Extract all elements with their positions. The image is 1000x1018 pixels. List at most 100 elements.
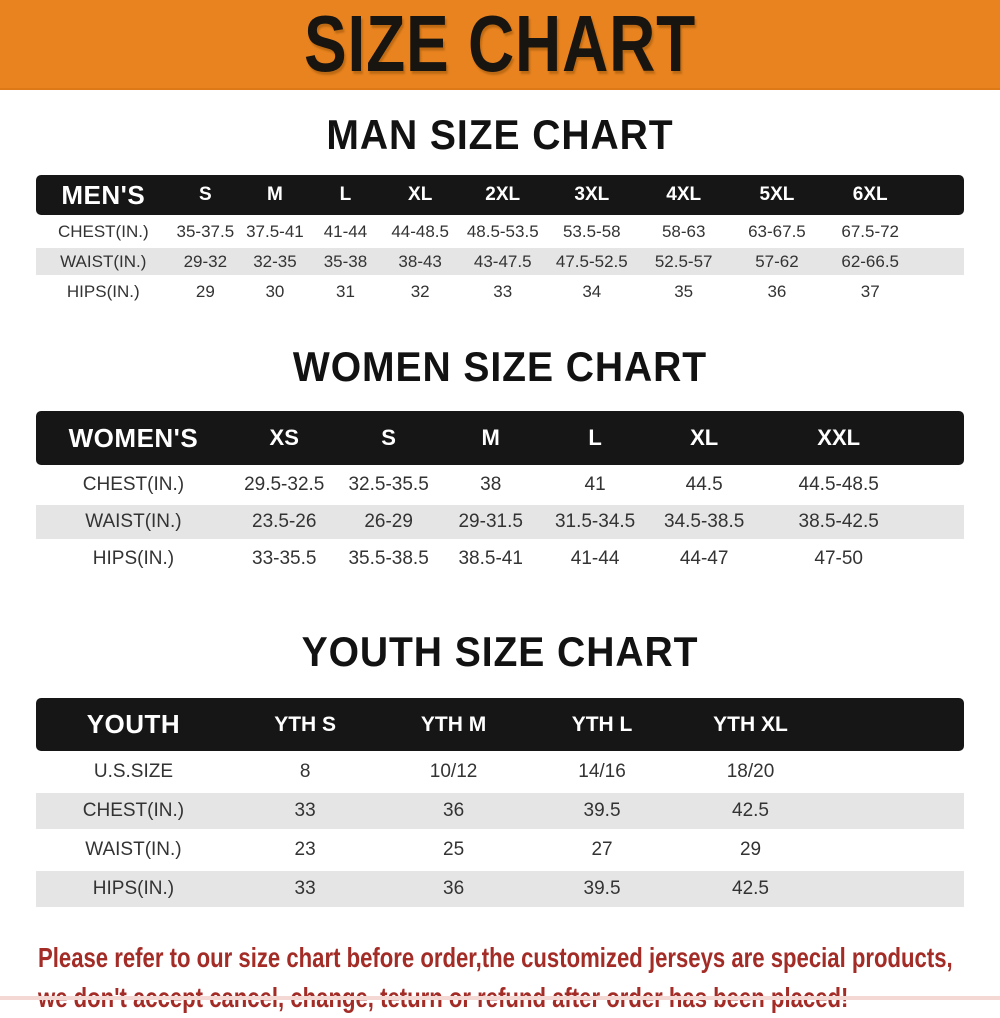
table-row: WAIST(IN.) 29-32 32-35 35-38 38-43 43-47.5 47.…	[36, 248, 964, 275]
table-header-row: MEN'S S M L XL 2XL 3XL 4XL 5XL 6XL	[36, 175, 964, 215]
table-row: WAIST(IN.) 23 25 27 29	[36, 832, 964, 868]
column-header: YTH S	[230, 698, 380, 751]
size-value-filler	[824, 793, 964, 829]
size-value: 38.5-41	[439, 542, 542, 576]
table-row: HIPS(IN.) 33-35.5 35.5-38.5 38.5-41 41-44 44-…	[36, 542, 964, 576]
size-value: 33	[459, 278, 547, 305]
size-value: 35-37.5	[170, 218, 241, 245]
column-header: YTH XL	[676, 698, 825, 751]
size-value: 39.5	[527, 871, 677, 907]
size-value-filler	[916, 218, 964, 245]
size-value-filler	[824, 754, 964, 790]
size-value: 35.5-38.5	[337, 542, 440, 576]
size-value: 41-44	[309, 218, 382, 245]
size-value: 47-50	[759, 542, 918, 576]
size-value: 62-66.5	[823, 248, 917, 275]
women-size-table: WOMEN'S XS S M L XL XXL CHEST(IN.) 29.5-32.5 32.5…	[36, 408, 964, 579]
size-value: 31	[309, 278, 382, 305]
size-value: 31.5-34.5	[541, 505, 649, 539]
table-row: CHEST(IN.) 33 36 39.5 42.5	[36, 793, 964, 829]
row-label: CHEST(IN.)	[36, 218, 171, 245]
size-value: 33-35.5	[230, 542, 338, 576]
size-value: 38	[439, 468, 542, 502]
column-header: 5XL	[730, 175, 824, 215]
size-value: 34	[546, 278, 638, 305]
size-value: 42.5	[676, 793, 825, 829]
youth-size-table: YOUTH YTH S YTH M YTH L YTH XL U.S.SIZE 8 10/12…	[36, 695, 964, 910]
row-label: CHEST(IN.)	[36, 793, 231, 829]
size-value: 32	[381, 278, 460, 305]
size-value: 25	[379, 832, 528, 868]
table-row: CHEST(IN.) 29.5-32.5 32.5-35.5 38 41 44.5 44.5…	[36, 468, 964, 502]
size-value: 41-44	[541, 542, 649, 576]
column-header-filler	[917, 411, 964, 465]
column-header: XXL	[759, 411, 918, 465]
size-value: 33	[230, 871, 380, 907]
size-value: 39.5	[527, 793, 677, 829]
bottom-edge-strip	[0, 996, 1000, 1000]
size-value: 29.5-32.5	[230, 468, 338, 502]
table-row: WAIST(IN.) 23.5-26 26-29 29-31.5 31.5-34.5 34…	[36, 505, 964, 539]
size-value-filler	[916, 278, 964, 305]
disclaimer-line-1: Please refer to our size chart before or…	[38, 942, 953, 973]
size-value: 44.5-48.5	[759, 468, 918, 502]
size-value: 29-32	[170, 248, 241, 275]
size-value-filler	[917, 468, 964, 502]
men-size-table: MEN'S S M L XL 2XL 3XL 4XL 5XL 6XL CHEST(IN.) 35-37…	[36, 172, 964, 308]
row-label: HIPS(IN.)	[36, 871, 231, 907]
size-value: 30	[240, 278, 310, 305]
disclaimer-text: Please refer to our size chart before or…	[0, 938, 1000, 1018]
size-value: 36	[730, 278, 824, 305]
banner-title: SIZE CHART	[304, 0, 696, 88]
table-header-row: YOUTH YTH S YTH M YTH L YTH XL	[36, 698, 964, 751]
column-header: M	[439, 411, 542, 465]
size-value-filler	[917, 542, 964, 576]
column-header: 6XL	[823, 175, 917, 215]
table-row: HIPS(IN.) 29 30 31 32 33 34 35 36 37	[36, 278, 964, 305]
size-value-filler	[824, 871, 964, 907]
size-value: 18/20	[676, 754, 825, 790]
size-value: 29-31.5	[439, 505, 542, 539]
size-value: 36	[379, 871, 528, 907]
size-value: 36	[379, 793, 528, 829]
row-label: HIPS(IN.)	[36, 278, 171, 305]
table-title: MEN'S	[36, 175, 171, 215]
size-value: 67.5-72	[823, 218, 917, 245]
column-header: 2XL	[459, 175, 547, 215]
size-value: 32.5-35.5	[337, 468, 440, 502]
size-value: 44-47	[648, 542, 760, 576]
size-value: 44.5	[648, 468, 760, 502]
row-label: HIPS(IN.)	[36, 542, 231, 576]
size-chart-banner: SIZE CHART	[0, 0, 1000, 90]
table-title: WOMEN'S	[36, 411, 231, 465]
size-value: 14/16	[527, 754, 677, 790]
column-header: L	[541, 411, 649, 465]
row-label: WAIST(IN.)	[36, 248, 171, 275]
youth-size-section: YOUTH SIZE CHART YOUTH YTH S YTH M YTH L YTH…	[0, 631, 1000, 910]
size-value: 52.5-57	[637, 248, 731, 275]
column-header: S	[337, 411, 440, 465]
size-value: 32-35	[240, 248, 310, 275]
row-label: CHEST(IN.)	[36, 468, 231, 502]
size-value-filler	[917, 505, 964, 539]
column-header: L	[309, 175, 382, 215]
women-size-section: WOMEN SIZE CHART WOMEN'S XS S M L XL XXL CHEST(…	[0, 346, 1000, 579]
size-value: 38-43	[381, 248, 460, 275]
size-value: 33	[230, 793, 380, 829]
size-value: 23.5-26	[230, 505, 338, 539]
size-value: 38.5-42.5	[759, 505, 918, 539]
size-value: 8	[230, 754, 380, 790]
column-header: 3XL	[546, 175, 638, 215]
column-header: XS	[230, 411, 338, 465]
size-value-filler	[824, 832, 964, 868]
table-title: YOUTH	[36, 698, 231, 751]
size-value: 34.5-38.5	[648, 505, 760, 539]
size-value: 23	[230, 832, 380, 868]
row-label: U.S.SIZE	[36, 754, 231, 790]
size-value: 44-48.5	[381, 218, 460, 245]
size-value: 37.5-41	[240, 218, 310, 245]
women-size-heading: WOMEN SIZE CHART	[292, 343, 708, 390]
size-value: 58-63	[637, 218, 731, 245]
column-header: XL	[381, 175, 460, 215]
man-size-heading: MAN SIZE CHART	[326, 111, 674, 158]
